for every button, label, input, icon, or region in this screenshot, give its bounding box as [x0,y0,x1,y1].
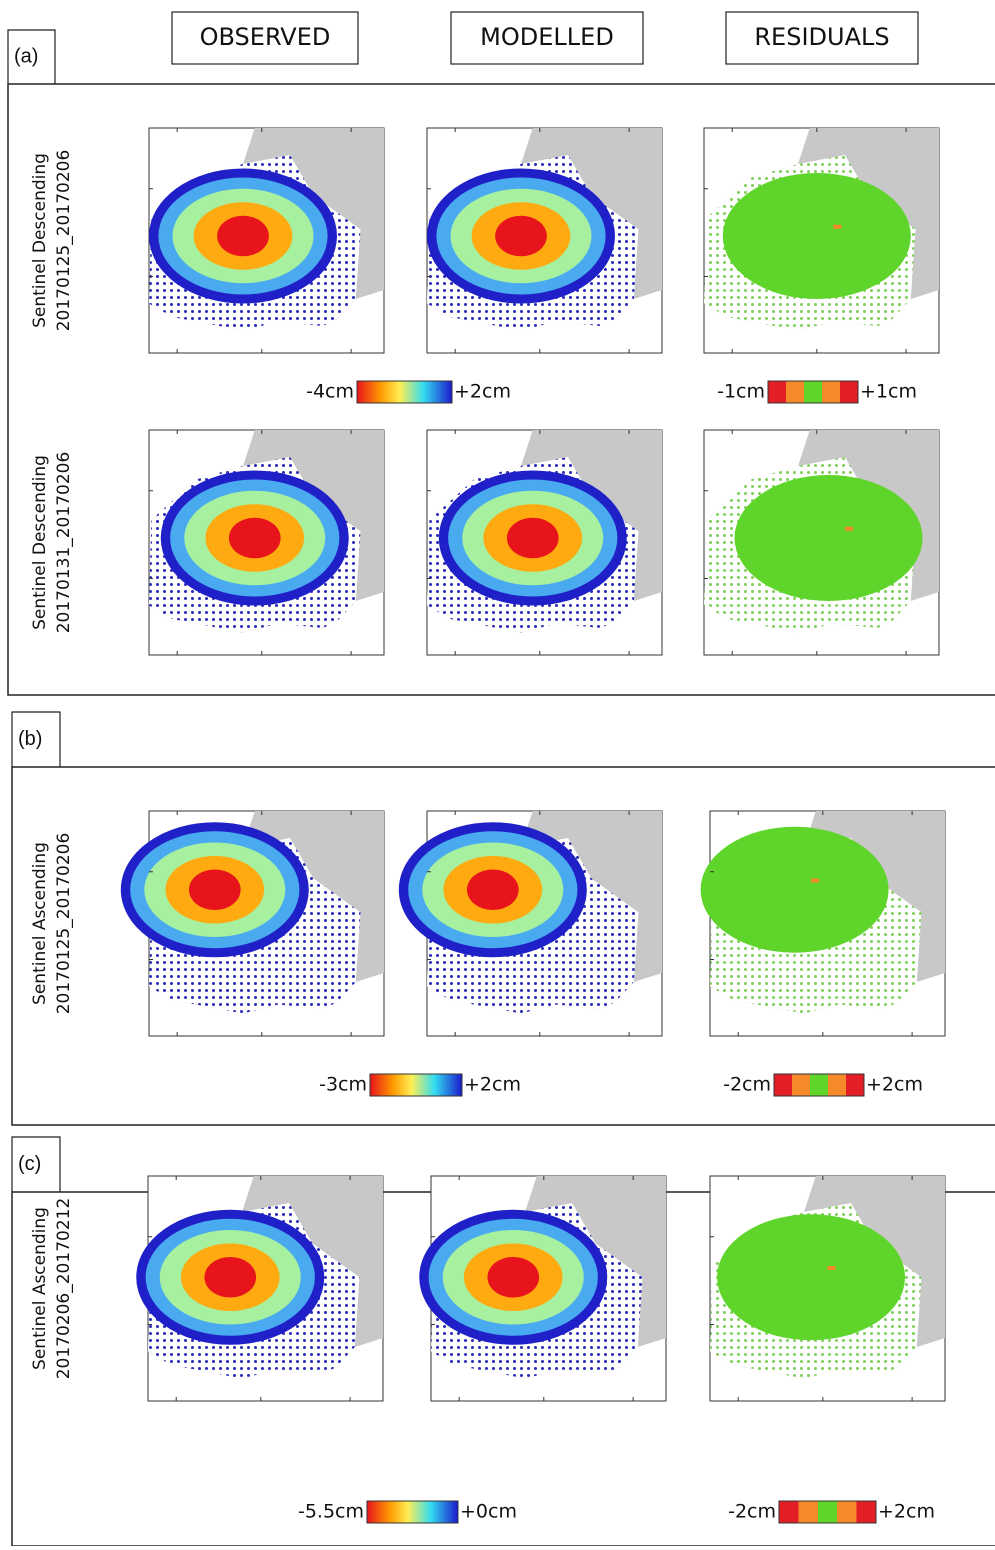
colorbar-min: -4cm [306,381,354,403]
residual-area [723,173,911,299]
colorbar [357,381,452,403]
colorbar-max: +1cm [860,381,917,403]
row-dates: 20170131_20170206 [54,452,74,634]
map-panel [704,430,939,655]
colorbar-max: +2cm [878,1501,935,1523]
colorbar-min: -2cm [723,1074,771,1096]
map-panel [427,430,662,655]
map-panel [121,811,384,1036]
colorbar-max: +2cm [454,381,511,403]
row-title: Sentinel Descending [30,153,50,328]
colorbar-max: +2cm [866,1074,923,1096]
column-header: MODELLED [480,23,614,51]
colorbar [367,1501,458,1523]
residual-spot [828,1266,836,1270]
row-dates: 20170206_20170212 [54,1198,74,1380]
colorbar [768,381,858,403]
colorbar-min: -1cm [717,381,765,403]
map-panel [419,1176,666,1401]
colorbar-max: +2cm [464,1074,521,1096]
map-panel [427,128,662,353]
deformation-contour [217,216,269,257]
deformation-contour [229,518,281,559]
colorbar-min: -3cm [319,1074,367,1096]
residual-area [701,827,889,953]
residual-spot [845,527,853,531]
deformation-contour [189,870,241,911]
deformation-contour [507,518,559,559]
section-label: (c) [18,1153,41,1175]
deformation-contour [467,870,519,911]
map-panel [399,811,662,1036]
column-header: RESIDUALS [754,23,889,51]
map-panel [710,1176,945,1401]
row-title: Sentinel Ascending [30,1207,50,1370]
deformation-contour [495,216,547,257]
map-panel [149,128,384,353]
map-panel [701,811,945,1036]
residual-area [717,1214,905,1340]
row-dates: 20170125_20170206 [54,150,74,332]
map-panel [704,128,939,353]
section-label: (b) [18,728,42,750]
residual-spot [833,225,841,229]
row-title: Sentinel Ascending [30,842,50,1005]
row-dates: 20170125_20170206 [54,833,74,1015]
deformation-contour [204,1257,256,1298]
figure: OBSERVED MODELLED RESIDUALS (a) Sentinel Des… [0,0,995,1546]
colorbar-max: +0cm [460,1501,517,1523]
colorbar [774,1074,864,1096]
deformation-contour [487,1257,539,1298]
section-label: (a) [14,45,38,67]
map-panel [136,1176,383,1401]
map-panel [149,430,384,655]
colorbar [779,1501,876,1523]
row-title: Sentinel Descending [30,455,50,630]
colorbar [370,1074,462,1096]
residual-spot [811,879,819,883]
column-header: OBSERVED [200,23,331,51]
colorbar-min: -2cm [728,1501,776,1523]
colorbar-min: -5.5cm [298,1501,364,1523]
residual-area [735,475,923,601]
